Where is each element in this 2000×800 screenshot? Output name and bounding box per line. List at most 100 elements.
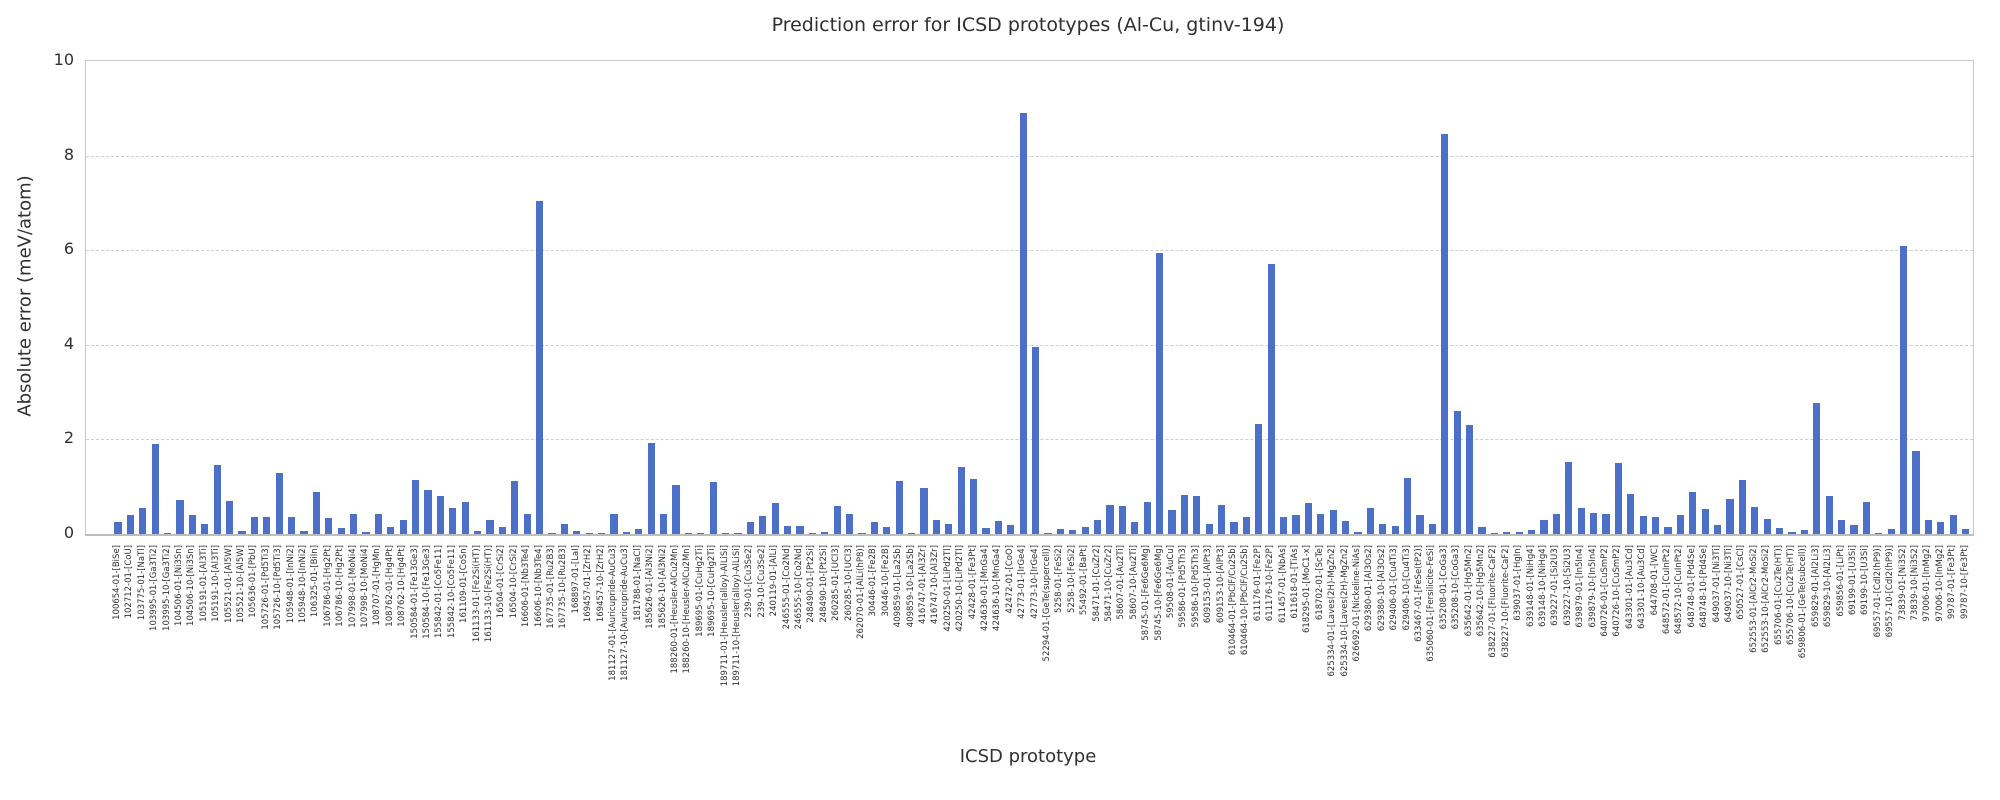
x-tick-label: 248490-01-[Pt2Si] (806, 545, 817, 623)
bar (1800, 530, 1809, 534)
bar (139, 508, 147, 534)
x-tick-label: 649037-01-[Ni3Ti] (1711, 545, 1722, 623)
x-tick-label: 16606-10-[Nb3Te4] (533, 545, 544, 628)
x-tick-label: 58607-10-[Au2Ti] (1128, 545, 1139, 620)
x-tick-label: 103995-01-[Ga3Ti2] (149, 545, 160, 631)
bar (498, 526, 507, 534)
x-tick-label: 105191-10-[Al3Ti] (211, 545, 222, 622)
bar (1155, 252, 1164, 534)
bar (1441, 133, 1449, 534)
x-tick-label: 42773-01-[IrGe4] (1017, 545, 1028, 619)
x-tick-label: 103775-01-[NaTl] (136, 545, 147, 621)
x-tick-label: 639037-01-[HgIn] (1513, 545, 1524, 621)
x-tick-label: 69199-01-[U3Si] (1848, 545, 1858, 616)
y-tick-label: 10 (53, 50, 74, 69)
bar (1366, 508, 1375, 534)
x-tick-label: 108762-10-[Hg4Pt] (397, 545, 408, 627)
x-tick-label: 629380-01-[Al3Os2] (1364, 545, 1375, 632)
bar (1961, 529, 1970, 534)
bar (1019, 112, 1027, 534)
x-tick-label: 104506-01-[Ni3Sn] (174, 545, 184, 626)
x-tick-label: 246555-01-[Co2Nd] (781, 545, 792, 630)
bar (486, 519, 494, 534)
bar (1949, 515, 1957, 534)
bar (920, 488, 928, 534)
x-tick-label: 58471-01-[CuZr2] (1091, 545, 1102, 622)
bar (635, 529, 643, 534)
x-tick-label: 155842-01-[Co5Fe11] (434, 545, 445, 639)
x-tick-label: 5258-01-[FeSi2] (1054, 545, 1065, 614)
x-tick-label: 652553-01-[AlCr2-MoSi2] (1748, 545, 1759, 653)
x-tick-label: 640726-01-[CuSmP2] (1600, 545, 1610, 637)
bar (957, 466, 965, 534)
x-tick-label: 102712-01-[CoU] (124, 545, 135, 619)
x-tick-label: 58745-01-[Fe6Ge6Mg] (1141, 545, 1152, 641)
bar (870, 522, 879, 534)
x-tick-label: 424636-01-[MnGa4] (980, 545, 990, 631)
x-tick-label: 420250-01-[LiPd2Tl] (942, 545, 953, 632)
x-tick-label: 424636-10-[MnGa4] (992, 545, 1003, 631)
bar (399, 519, 407, 534)
bar (1217, 504, 1226, 534)
x-tick-label: 239-01-[Cu3Se2] (744, 545, 755, 618)
bar (746, 521, 755, 534)
bar (151, 443, 159, 534)
x-tick-label: 635642-01-[Hg5Mn2] (1463, 545, 1474, 637)
x-tick-label: 107998-10-[MoNi4] (360, 545, 370, 628)
bar (1515, 531, 1523, 534)
x-tick-label: 167735-01-[Ru2B3] (546, 545, 556, 629)
x-tick-label: 248490-10-[Pt2Si] (818, 545, 829, 623)
bar (1230, 522, 1238, 534)
x-tick-label: 639148-10-[NiHg4] (1538, 545, 1548, 627)
x-tick-label: 105726-10-[Pd5Ti3] (273, 545, 284, 630)
x-tick-label: 611618-01-[TiAs] (1290, 545, 1300, 619)
x-tick-label: 103995-10-[Ga3Ti2] (161, 545, 172, 631)
bar (387, 526, 395, 534)
bar (1044, 533, 1052, 534)
bar (1875, 533, 1883, 534)
bar (1131, 522, 1139, 534)
bar (1676, 515, 1685, 534)
bar (1279, 517, 1288, 534)
x-tick-label: 638227-01-[Fluorite-CaF2] (1488, 545, 1499, 658)
bar (1007, 524, 1015, 534)
x-tick-label: 73839-01-[Ni3S2] (1897, 545, 1908, 621)
x-tick-label: 639879-01-[In5In4] (1575, 545, 1586, 628)
x-tick-label: 105191-01-[Al3Ti] (198, 545, 209, 622)
bar (1899, 246, 1908, 534)
bar (337, 527, 345, 534)
x-tick-label: 625334-10-[Laves(2H)-MgZn2] (1339, 545, 1350, 677)
bar (1701, 509, 1709, 534)
bar (883, 526, 891, 534)
bar (411, 479, 420, 534)
bar (1503, 531, 1511, 534)
bar (1614, 463, 1623, 534)
x-tick-label: 659806-01-[GeTe(subcell)] (1798, 545, 1809, 659)
x-tick-label: 611176-01-[Fe2P] (1252, 545, 1263, 622)
x-tick-label: 105521-01-[Al5W] (223, 545, 234, 624)
bar (1813, 402, 1821, 534)
bar (721, 532, 730, 534)
x-tick-label: 97006-10-[InMg2] (1934, 545, 1945, 622)
bar (771, 503, 779, 534)
x-tick-label: 69557-10-[CdI2(hP9)] (1885, 545, 1896, 638)
x-tick-label: 655706-10-[Cu2Te(HT)] (1786, 545, 1796, 645)
bar (833, 505, 841, 534)
x-tick-label: 106325-01-[BiIn] (310, 545, 321, 618)
x-tick-label: 610464-01-[PbClF/Cu2Sb] (1228, 545, 1238, 656)
bar (895, 481, 903, 534)
x-tick-label: 635642-10-[Hg5Mn2] (1476, 545, 1486, 637)
bar (1329, 510, 1337, 534)
bar (560, 523, 569, 534)
bar (1912, 450, 1920, 534)
bar (1428, 523, 1437, 534)
bar (424, 490, 432, 534)
x-tick-label: 150584-10-[Fe13Ge3] (422, 545, 432, 639)
x-tick-label: 655706-01-[Cu2Te(HT)] (1773, 545, 1784, 645)
bar (1255, 424, 1263, 534)
bar (783, 525, 792, 534)
y-axis-label: Absolute error (meV/atom) (14, 175, 36, 417)
bar (858, 532, 866, 534)
bar (325, 518, 333, 534)
